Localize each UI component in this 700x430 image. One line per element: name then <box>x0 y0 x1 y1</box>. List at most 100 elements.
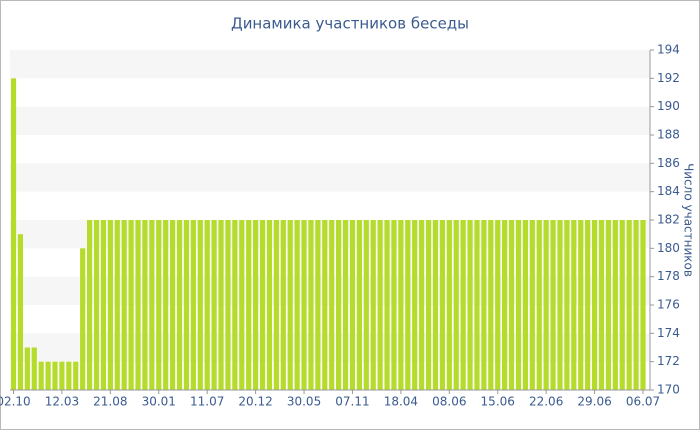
bar <box>363 220 369 390</box>
grid-band <box>10 163 650 192</box>
bar <box>10 78 17 390</box>
bar <box>128 220 134 390</box>
bar <box>377 220 383 390</box>
bar <box>308 220 314 390</box>
bar <box>232 220 238 390</box>
bar <box>564 220 570 390</box>
x-tick-label: 29.06 <box>577 395 611 409</box>
bar <box>183 220 190 390</box>
bar <box>287 220 293 390</box>
x-tick-label: 12.03 <box>45 395 79 409</box>
bar <box>211 220 217 390</box>
bar <box>460 220 466 390</box>
bar <box>550 220 556 390</box>
x-tick-label: 07.11 <box>335 395 369 409</box>
y-tick-label: 192 <box>657 71 680 85</box>
bar <box>626 220 632 390</box>
bar <box>246 220 252 390</box>
bar <box>495 220 501 390</box>
y-tick-label: 188 <box>657 128 680 142</box>
bar <box>598 220 605 390</box>
bar <box>605 220 612 390</box>
bar <box>142 220 148 390</box>
bar <box>633 220 639 390</box>
bar <box>612 220 618 390</box>
bar <box>640 220 646 390</box>
bar <box>301 220 307 390</box>
x-tick-label: 30.01 <box>142 395 176 409</box>
bar <box>515 220 522 390</box>
bar <box>176 220 183 390</box>
bar <box>405 220 411 390</box>
bar <box>412 220 418 390</box>
bar <box>329 220 335 390</box>
bar <box>481 220 487 390</box>
bar <box>31 347 37 390</box>
bar <box>170 220 176 390</box>
bar <box>502 220 508 390</box>
y-tick-label: 182 <box>657 213 680 227</box>
bar <box>66 361 72 390</box>
bar <box>322 220 328 390</box>
bar <box>536 220 542 390</box>
x-tick-label: 20.12 <box>238 395 272 409</box>
chart-title: Динамика участников беседы <box>231 15 469 33</box>
bar <box>17 234 24 390</box>
x-tick-label: 21.08 <box>93 395 127 409</box>
bar <box>149 220 155 390</box>
y-axis-title: Число участников <box>682 163 696 277</box>
bar <box>391 220 397 390</box>
bar <box>439 220 445 390</box>
y-tick-label: 172 <box>657 354 680 368</box>
grid-band <box>10 106 650 135</box>
bar <box>259 220 266 390</box>
y-tick-label: 170 <box>657 383 680 397</box>
grid-band <box>10 50 650 79</box>
bar <box>508 220 515 390</box>
bar <box>204 220 210 390</box>
x-tick-label: 18.04 <box>384 395 418 409</box>
bar <box>114 220 120 390</box>
bar <box>239 220 245 390</box>
bar <box>86 220 93 390</box>
y-tick-label: 184 <box>657 184 680 198</box>
bar <box>432 220 439 390</box>
bar <box>100 220 107 390</box>
bar <box>38 361 44 390</box>
bar <box>190 220 196 390</box>
x-tick-label: 30.05 <box>287 395 321 409</box>
bar <box>59 361 65 390</box>
y-tick-label: 194 <box>657 43 680 57</box>
x-tick-label: 02.10 <box>0 395 31 409</box>
bar <box>349 220 356 390</box>
bar <box>107 220 113 390</box>
bar <box>557 220 563 390</box>
x-tick-label: 11.07 <box>190 395 224 409</box>
bar <box>543 220 549 390</box>
bar <box>135 220 141 390</box>
bar <box>467 220 473 390</box>
bar <box>529 220 535 390</box>
bar <box>578 220 584 390</box>
x-tick-label: 08.06 <box>432 395 466 409</box>
bar <box>266 220 273 390</box>
bar <box>591 220 598 390</box>
bar <box>121 220 127 390</box>
bar <box>488 220 494 390</box>
y-tick-label: 178 <box>657 269 680 283</box>
x-tick-label: 15.06 <box>481 395 515 409</box>
x-tick-label: 22.06 <box>529 395 563 409</box>
bar <box>425 220 432 390</box>
bar <box>356 220 362 390</box>
bar <box>80 248 86 390</box>
bar <box>294 220 300 390</box>
bar <box>453 220 459 390</box>
x-tick-label: 06.07 <box>626 395 660 409</box>
bar <box>52 361 58 390</box>
bar <box>384 220 390 390</box>
bar <box>398 220 404 390</box>
bar <box>419 220 425 390</box>
y-tick-label: 186 <box>657 156 680 170</box>
bar <box>474 220 480 390</box>
bar <box>315 220 321 390</box>
